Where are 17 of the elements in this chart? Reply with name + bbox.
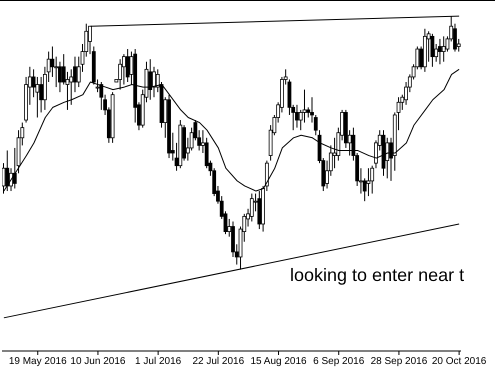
candlestick xyxy=(366,168,370,197)
candlestick xyxy=(295,104,299,128)
candlestick xyxy=(430,33,434,68)
x-tick-label: 10 Jun 2016 xyxy=(70,356,126,368)
candlestick xyxy=(438,38,442,65)
x-tick-label: 22 Jul 2016 xyxy=(192,356,245,368)
candlestick xyxy=(442,36,446,62)
annotation: looking to enter near t xyxy=(290,265,464,286)
x-tick-label: 20 Oct 2016 xyxy=(432,356,487,368)
x-tick-label: 19 May 2016 xyxy=(8,356,68,368)
candlestick xyxy=(126,48,130,83)
candlestick xyxy=(370,165,374,194)
x-tick-label: 15 Aug 2016 xyxy=(250,356,308,368)
x-tick-label: 28 Sep 2016 xyxy=(370,356,428,368)
candlestick xyxy=(122,54,126,86)
x-tick-label: 1 Jul 2016 xyxy=(135,356,182,368)
x-tick-label: 6 Sep 2016 xyxy=(313,356,365,368)
